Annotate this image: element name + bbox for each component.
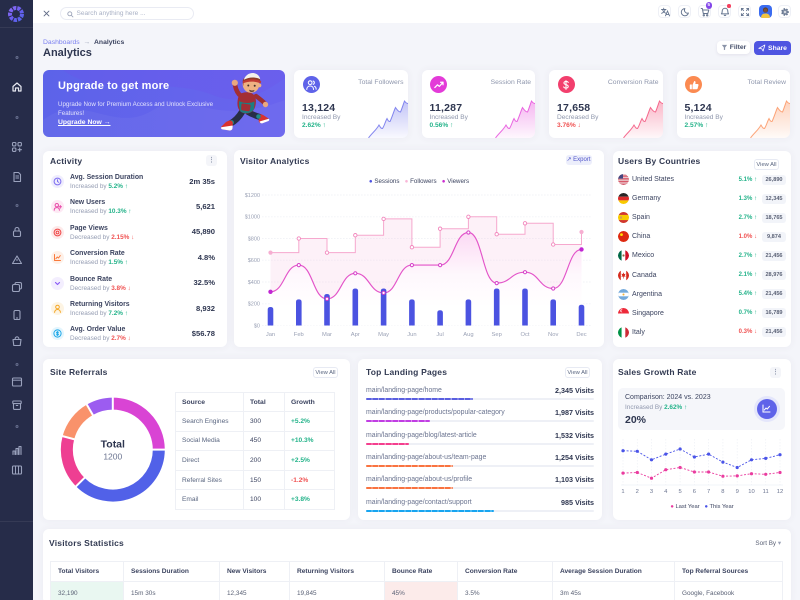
svg-text:1200: 1200 [103,452,122,462]
svg-text:11: 11 [763,489,769,495]
svg-text:$600: $600 [248,258,260,264]
svg-text:$0: $0 [254,323,260,329]
svg-text:12: 12 [777,489,783,495]
svg-text:$200: $200 [248,302,260,308]
svg-text:9: 9 [736,489,739,495]
svg-text:Apr: Apr [351,332,360,338]
svg-text:Aug: Aug [463,332,473,338]
svg-text:Mar: Mar [322,332,332,338]
svg-text:May: May [378,332,389,338]
svg-text:3: 3 [650,489,653,495]
svg-text:5: 5 [678,489,681,495]
svg-text:Jul: Jul [436,332,443,338]
svg-text:10: 10 [748,489,754,495]
svg-text:Total: Total [101,439,125,451]
svg-text:$400: $400 [248,280,260,286]
svg-text:Sep: Sep [492,332,502,338]
svg-text:Jan: Jan [266,332,275,338]
svg-text:Jun: Jun [407,332,416,338]
svg-text:4: 4 [664,489,668,495]
svg-text:Nov: Nov [548,332,558,338]
svg-text:$1200: $1200 [245,193,260,199]
svg-text:Dec: Dec [576,332,586,338]
svg-text:8: 8 [721,489,724,495]
svg-text:$800: $800 [248,236,260,242]
svg-text:1: 1 [621,489,624,495]
svg-text:Oct: Oct [520,332,529,338]
svg-text:6: 6 [693,489,696,495]
svg-text:Feb: Feb [294,332,304,338]
svg-text:7: 7 [707,489,710,495]
svg-text:2: 2 [636,489,639,495]
svg-text:$1000: $1000 [245,215,260,221]
